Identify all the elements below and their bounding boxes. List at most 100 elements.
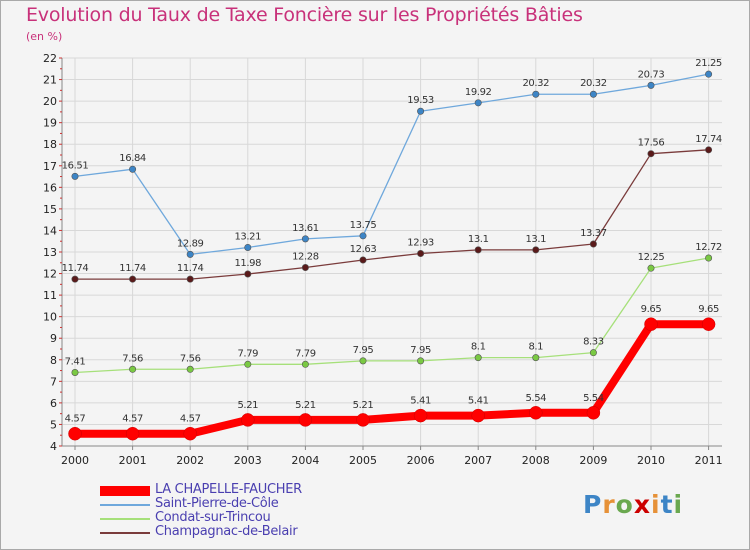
y-tick-label: 17 bbox=[43, 160, 57, 173]
series-3-point bbox=[129, 275, 137, 283]
data-label: 16.51 bbox=[62, 160, 89, 171]
x-tick-label: 2011 bbox=[695, 454, 723, 467]
x-tick-label: 2010 bbox=[637, 454, 665, 467]
data-label: 5.21 bbox=[295, 400, 316, 411]
legend-label: LA CHAPELLE-FAUCHER bbox=[155, 482, 302, 497]
data-label: 7.56 bbox=[180, 353, 201, 364]
data-labels: 4.57 4.57 4.57 5.21 5.21 5.21 5.41 5.41 5.54 5.54… bbox=[62, 58, 723, 425]
data-label: 13.21 bbox=[234, 231, 261, 242]
data-label: 4.57 bbox=[122, 414, 143, 425]
data-label: 5.21 bbox=[353, 400, 374, 411]
data-label: 12.28 bbox=[292, 252, 319, 263]
y-tick-label: 9 bbox=[50, 332, 57, 345]
legend-swatch bbox=[100, 504, 150, 506]
data-label: 7.79 bbox=[295, 348, 316, 359]
series-3-point bbox=[186, 275, 194, 283]
series-line-1 bbox=[74, 73, 709, 256]
legend-swatch bbox=[100, 532, 150, 534]
data-label: 13.61 bbox=[292, 223, 319, 234]
legend-label: Champagnac-de-Belair bbox=[155, 524, 298, 539]
data-label: 5.41 bbox=[468, 396, 489, 407]
data-label: 12.93 bbox=[407, 238, 434, 249]
x-tick-label: 2002 bbox=[176, 454, 204, 467]
series-2-point bbox=[474, 354, 482, 362]
logo-letter: i bbox=[651, 490, 661, 519]
data-label: 17.56 bbox=[638, 138, 665, 149]
series-3-point bbox=[71, 275, 79, 283]
series-1-point bbox=[129, 165, 137, 173]
series-0-point bbox=[68, 426, 82, 441]
series-3-point bbox=[474, 246, 482, 254]
logo-letter: r bbox=[602, 490, 616, 519]
data-label: 7.41 bbox=[65, 356, 86, 367]
series-0-point bbox=[701, 317, 716, 331]
series-1-point bbox=[532, 90, 540, 98]
y-tick-label: 16 bbox=[43, 181, 57, 194]
y-tick-label: 10 bbox=[43, 311, 57, 324]
data-label: 7.56 bbox=[122, 353, 143, 364]
data-label: 20.32 bbox=[522, 78, 549, 89]
x-tick-label: 2005 bbox=[349, 454, 377, 467]
series-0-point bbox=[471, 408, 485, 423]
series-0-point bbox=[183, 426, 197, 441]
series-2-point bbox=[647, 264, 655, 272]
data-label: 19.53 bbox=[407, 95, 434, 106]
series-1-point bbox=[705, 70, 713, 78]
data-label: 11.74 bbox=[62, 263, 89, 274]
series-0-point bbox=[356, 413, 370, 427]
data-label: 12.89 bbox=[177, 238, 204, 249]
series-3-point bbox=[359, 256, 367, 264]
series-2-point bbox=[244, 360, 252, 368]
series-line-0 bbox=[75, 320, 709, 438]
series-1-point bbox=[417, 107, 425, 115]
data-label: 12.25 bbox=[638, 252, 665, 263]
x-tick-label: 2008 bbox=[522, 454, 550, 467]
data-label: 4.57 bbox=[65, 414, 86, 425]
data-label: 13.1 bbox=[525, 234, 546, 245]
data-label: 5.54 bbox=[525, 393, 546, 404]
data-label: 7.95 bbox=[353, 345, 374, 356]
y-axis-ticks: 4 5 6 7 8 9 10 11 12 13 14 15 16 17 18 19 20 21 22 bbox=[43, 52, 62, 453]
series-lines bbox=[68, 70, 716, 441]
data-label: 12.63 bbox=[350, 244, 377, 255]
data-label: 9.65 bbox=[641, 304, 662, 315]
data-label: 11.98 bbox=[234, 258, 261, 269]
y-tick-label: 18 bbox=[43, 138, 57, 151]
data-label: 5.54 bbox=[583, 393, 604, 404]
series-2-point bbox=[71, 368, 79, 376]
x-tick-label: 2003 bbox=[234, 454, 262, 467]
series-0-point bbox=[241, 413, 255, 427]
series-1-point bbox=[474, 99, 482, 107]
y-tick-label: 21 bbox=[43, 74, 57, 87]
y-tick-label: 15 bbox=[43, 203, 57, 216]
data-label: 5.41 bbox=[410, 396, 431, 407]
y-tick-label: 20 bbox=[43, 95, 57, 108]
y-tick-label: 8 bbox=[50, 354, 57, 367]
y-tick-label: 13 bbox=[43, 246, 57, 259]
series-0-point bbox=[413, 408, 428, 423]
grid-lines bbox=[62, 57, 722, 447]
data-label: 5.21 bbox=[237, 400, 258, 411]
series-1-point bbox=[301, 235, 309, 243]
x-tick-label: 2007 bbox=[464, 454, 492, 467]
data-label: 16.84 bbox=[119, 153, 146, 164]
x-tick-label: 2000 bbox=[61, 454, 89, 467]
data-label: 7.95 bbox=[410, 345, 431, 356]
y-tick-label: 22 bbox=[43, 52, 57, 65]
series-3-point bbox=[417, 250, 425, 258]
data-label: 20.32 bbox=[580, 78, 607, 89]
x-tick-label: 2004 bbox=[291, 454, 319, 467]
y-tick-label: 5 bbox=[50, 418, 57, 431]
y-tick-label: 14 bbox=[43, 224, 57, 237]
series-3-point bbox=[647, 150, 655, 158]
y-axis-unit-label: (en %) bbox=[26, 30, 63, 43]
data-label: 11.74 bbox=[177, 263, 204, 274]
series-1-point bbox=[647, 81, 655, 89]
series-3-point bbox=[301, 264, 309, 272]
series-3-point bbox=[244, 270, 252, 278]
y-tick-label: 12 bbox=[43, 268, 57, 281]
series-3-point bbox=[589, 240, 597, 248]
series-3-point bbox=[532, 246, 540, 254]
data-label: 19.92 bbox=[465, 87, 492, 98]
series-2-point bbox=[532, 354, 540, 362]
